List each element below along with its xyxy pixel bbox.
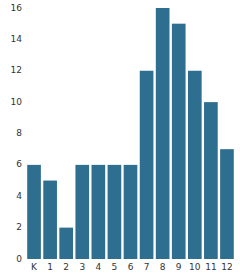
bar (188, 71, 202, 259)
y-tick-label: 2 (16, 222, 22, 232)
y-axis: 0 2 4 6 8 10 12 14 16 (11, 3, 23, 264)
x-tick-label: 10 (189, 262, 201, 272)
x-tick-label: 4 (95, 262, 101, 272)
x-tick-label: 11 (205, 262, 216, 272)
x-tick-label: 3 (79, 262, 85, 272)
bar (75, 165, 89, 259)
bar (172, 24, 186, 259)
bar (43, 181, 57, 259)
x-tick-label: 5 (112, 262, 118, 272)
x-tick-label: 1 (47, 262, 53, 272)
chart-container: 0246810121416K123456789101112 (0, 0, 240, 277)
bar (124, 165, 138, 259)
bars (27, 8, 234, 259)
y-tick-label: 16 (11, 3, 23, 13)
x-tick-label: 12 (221, 262, 232, 272)
x-tick-label: 2 (63, 262, 69, 272)
x-tick-label: 6 (128, 262, 134, 272)
x-tick-label: K (31, 262, 38, 272)
y-tick-label: 0 (16, 254, 22, 264)
bar (59, 228, 73, 259)
x-tick-label: 9 (176, 262, 182, 272)
y-tick-label: 8 (16, 128, 22, 138)
bar (204, 102, 218, 259)
bar (140, 71, 154, 259)
x-tick-label: 8 (160, 262, 166, 272)
bar (27, 165, 41, 259)
x-tick-label: 7 (144, 262, 150, 272)
bar (220, 149, 234, 259)
y-tick-label: 14 (11, 34, 23, 44)
bar (156, 8, 170, 259)
y-tick-label: 12 (11, 65, 22, 75)
y-tick-label: 6 (16, 159, 22, 169)
y-tick-label: 10 (11, 97, 23, 107)
bar (108, 165, 122, 259)
bar (92, 165, 106, 259)
y-tick-label: 4 (16, 191, 22, 201)
x-axis: K123456789101112 (31, 262, 233, 272)
chart: 0246810121416K123456789101112 (0, 0, 240, 277)
